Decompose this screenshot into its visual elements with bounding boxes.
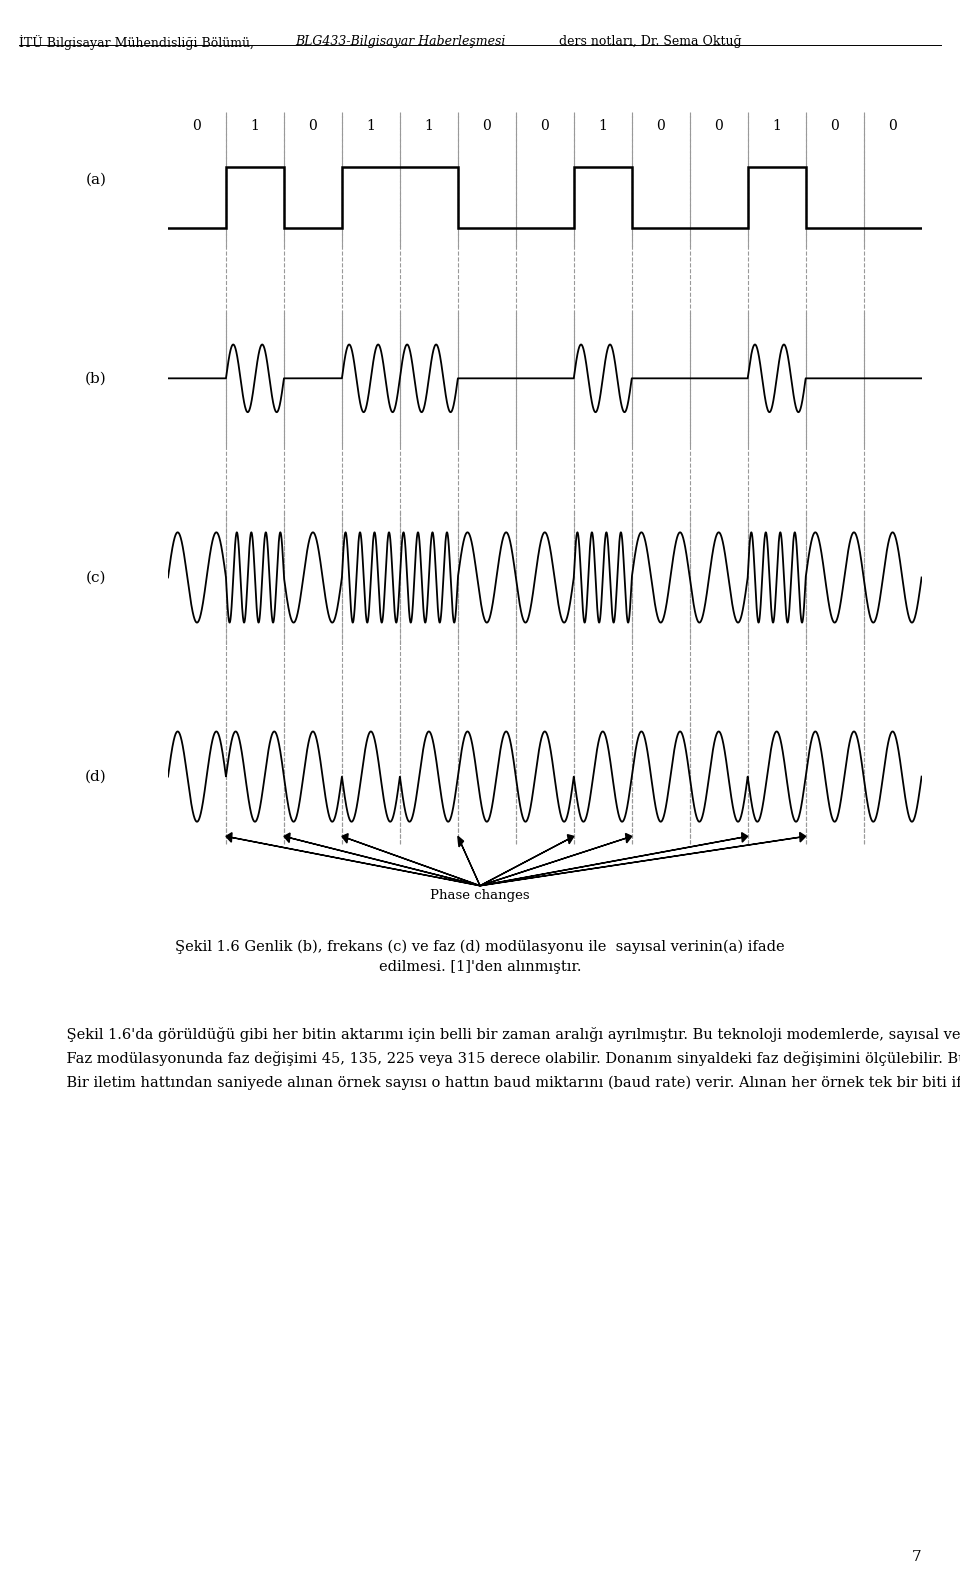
Text: 0: 0 bbox=[193, 119, 202, 134]
Text: 0: 0 bbox=[888, 119, 897, 134]
Text: (d): (d) bbox=[85, 769, 107, 784]
Text: Şekil 1.6'da görüldüğü gibi her bitin aktarımı için belli bir zaman aralığı ayrı: Şekil 1.6'da görüldüğü gibi her bitin ak… bbox=[48, 1027, 960, 1091]
Text: İTÜ Bilgisayar Mühendisliği Bölümü,: İTÜ Bilgisayar Mühendisliği Bölümü, bbox=[19, 35, 258, 49]
Text: (b): (b) bbox=[85, 371, 107, 386]
Text: 1: 1 bbox=[772, 119, 781, 134]
Text: 0: 0 bbox=[714, 119, 723, 134]
Text: 7: 7 bbox=[912, 1550, 922, 1564]
Text: Şekil 1.6 Genlik (b), frekans (c) ve faz (d) modülasyonu ile  sayısal verinin(a): Şekil 1.6 Genlik (b), frekans (c) ve faz… bbox=[175, 940, 785, 973]
Text: 0: 0 bbox=[830, 119, 839, 134]
Text: (a): (a) bbox=[85, 172, 107, 186]
Text: 0: 0 bbox=[483, 119, 492, 134]
Text: 1: 1 bbox=[598, 119, 608, 134]
Text: 1: 1 bbox=[424, 119, 433, 134]
Text: 0: 0 bbox=[308, 119, 318, 134]
Text: ders notları, Dr. Sema Oktuğ: ders notları, Dr. Sema Oktuğ bbox=[555, 35, 741, 48]
Text: 1: 1 bbox=[251, 119, 259, 134]
Text: Phase changes: Phase changes bbox=[430, 889, 530, 902]
Text: 0: 0 bbox=[657, 119, 665, 134]
Text: 0: 0 bbox=[540, 119, 549, 134]
Text: BLG433-Bilgisayar Haberleşmesi: BLG433-Bilgisayar Haberleşmesi bbox=[296, 35, 506, 48]
Text: 1: 1 bbox=[367, 119, 375, 134]
Text: (c): (c) bbox=[85, 570, 107, 585]
